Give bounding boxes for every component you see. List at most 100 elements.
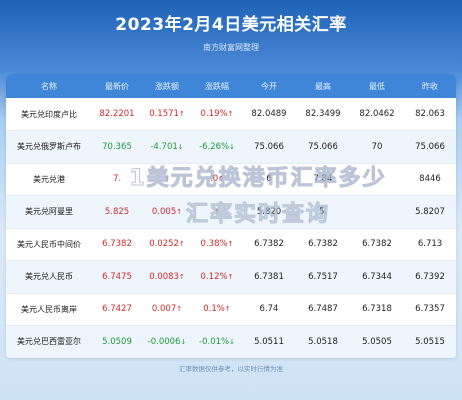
cell-change: ↑ [142, 163, 192, 196]
cell-change: -4.701↓ [142, 130, 192, 164]
arrow-up-icon: ↑ [227, 240, 234, 249]
arrow-up-icon: ↑ [178, 240, 185, 249]
cell-open: 6.74 [242, 293, 296, 326]
cell-price: 82.2201 [92, 98, 142, 131]
cell-change: 0.1571↑ [142, 98, 192, 131]
cell-pct: 0.19%↑ [192, 98, 242, 131]
cell-change-value: 0.007 [151, 304, 177, 315]
cell-pct-value: 0.1% [203, 304, 225, 315]
rates-table: 名称 最新价 涨跌额 涨跌幅 今开 最高 最低 昨收 美元兑印度卢比 82.220… [6, 74, 456, 358]
cell-prev: 6.7392 [404, 260, 456, 294]
table-row: 美元兑人民币 6.7475 0.0083↑ 0.12%↑ 6.7381 6.7517 6.7… [6, 260, 456, 294]
cell-high: 5. [296, 195, 350, 229]
cell-change-value: -4.701 [150, 141, 178, 152]
cell-price: 5.0509 [92, 325, 142, 358]
cell-high: 6.7517 [296, 260, 350, 294]
cell-pct: -0.01%↓ [192, 325, 242, 358]
arrow-up-icon: ↑ [227, 272, 234, 281]
cell-change: -0.0006↓ [142, 325, 192, 358]
cell-change: 0.0252↑ [142, 228, 192, 261]
cell-pct: -6.26%↓ [192, 130, 242, 164]
cell-pct-value: -6.26% [199, 141, 230, 152]
cell-name: 美元兑阿曼里 [6, 195, 92, 229]
cell-change-value: 0.1571 [149, 109, 179, 119]
cell-name: 美元兑巴西雷亚尔 [6, 325, 92, 358]
table-row: 美元兑俄罗斯卢布 70.365 -4.701↓ -6.26%↓ 75.066 75.066… [6, 130, 456, 164]
arrow-up-icon: ↑ [164, 175, 170, 184]
cell-prev: 5.0515 [404, 325, 456, 358]
cell-price: 6.7475 [92, 260, 142, 294]
table-row: 美元人民币中间价 6.7382 0.0252↑ 0.38%↑ 6.7382 6.7382 6… [6, 228, 456, 261]
header-name: 名称 [6, 74, 92, 98]
cell-pct-value: -0.01% [199, 336, 230, 347]
cell-name: 美元兑港 [6, 163, 92, 196]
header-open: 今开 [242, 74, 296, 98]
cell-pct: 0.1%↑ [192, 293, 242, 326]
page-title: 2023年2月4日美元相关汇率 [115, 15, 347, 35]
cell-name: 美元人民币中间价 [6, 228, 92, 261]
arrow-up-icon: ↑ [218, 175, 224, 184]
table-row: 美元兑阿曼里 5.825 0.005↑ ↑ 5.820 5. 5.8207 [6, 195, 456, 229]
cell-change-value: -0.0006 [147, 336, 181, 347]
cell-high: 5.0518 [296, 325, 350, 358]
cell-prev: 82.063 [404, 98, 456, 131]
cell-price: 5.825 [92, 195, 142, 229]
cell-pct: .0↑ [192, 163, 242, 196]
header-price: 最新价 [92, 74, 142, 98]
arrow-down-icon: ↓ [177, 142, 184, 151]
cell-pct-value: 0.12% [200, 271, 228, 282]
cell-open: 5.0511 [242, 325, 296, 358]
arrow-up-icon: ↑ [178, 110, 185, 118]
cell-low [350, 195, 404, 229]
arrow-down-icon: ↓ [180, 337, 187, 346]
rates-table-container: 名称 最新价 涨跌额 涨跌幅 今开 最高 最低 昨收 美元兑印度卢比 82.220… [6, 74, 456, 358]
cell-low: 5.0505 [350, 325, 404, 358]
arrow-down-icon: ↓ [229, 142, 235, 151]
cell-name: 美元兑人民币 [6, 260, 92, 294]
cell-open: 75.066 [242, 130, 296, 164]
cell-change: 0.005↑ [142, 195, 192, 229]
header-high: 最高 [296, 74, 350, 98]
cell-pct-value: 0.38% [200, 239, 228, 250]
cell-low: 6.7344 [350, 260, 404, 294]
table-row: 美元兑港 7. ↑ .0↑ 6 7.84 8446 [6, 163, 456, 196]
cell-open: 5.820 [242, 195, 296, 229]
cell-price: 7. [92, 163, 142, 196]
cell-low: 82.0462 [350, 98, 404, 131]
cell-low: 70 [350, 130, 404, 164]
cell-open: 6 [242, 163, 296, 196]
cell-name: 美元兑印度卢比 [6, 98, 92, 131]
cell-change-value: 0.0252 [149, 239, 179, 250]
table-row: 美元人民币离岸 6.7427 0.007↑ 0.1%↑ 6.74 6.7487 6.7318… [6, 293, 456, 326]
cell-high: 6.7382 [296, 228, 350, 261]
cell-high: 6.7487 [296, 293, 350, 326]
cell-prev: 8446 [404, 163, 456, 196]
cell-high: 75.066 [296, 130, 350, 164]
cell-pct: ↑ [192, 195, 242, 229]
page-subtitle: 南方财富网整理 [203, 43, 259, 52]
cell-change-value: 0.005 [151, 206, 177, 217]
cell-high: 82.3499 [296, 98, 350, 131]
table-header-row: 名称 最新价 涨跌额 涨跌幅 今开 最高 最低 昨收 [6, 74, 456, 98]
cell-change-value: 0.0083 [149, 271, 179, 282]
cell-open: 82.0489 [242, 98, 296, 131]
table-row: 美元兑巴西雷亚尔 5.0509 -0.0006↓ -0.01%↓ 5.0511 5.051… [6, 325, 456, 358]
cell-name: 美元人民币离岸 [6, 293, 92, 326]
cell-low: 6.7382 [350, 228, 404, 261]
cell-prev: 6.7357 [404, 293, 456, 326]
arrow-up-icon: ↑ [178, 272, 185, 281]
cell-open: 6.7382 [242, 228, 296, 261]
cell-pct-value: 0.19% [200, 109, 228, 119]
cell-low [350, 163, 404, 196]
cell-name: 美元兑俄罗斯卢布 [6, 130, 92, 164]
arrow-up-icon: ↑ [214, 207, 220, 216]
arrow-up-icon: ↑ [224, 305, 231, 314]
arrow-up-icon: ↑ [176, 305, 183, 314]
cell-prev: 5.8207 [404, 195, 456, 229]
cell-pct: 0.38%↑ [192, 228, 242, 261]
table-row: 美元兑印度卢比 82.2201 0.1571↑ 0.19%↑ 82.0489 82.349… [6, 98, 456, 131]
header-low: 最低 [350, 74, 404, 98]
cell-change: 0.0083↑ [142, 260, 192, 294]
footer-note: 汇率数据仅供参考，以实时行情为准 [179, 365, 283, 373]
cell-price: 6.7382 [92, 228, 142, 261]
